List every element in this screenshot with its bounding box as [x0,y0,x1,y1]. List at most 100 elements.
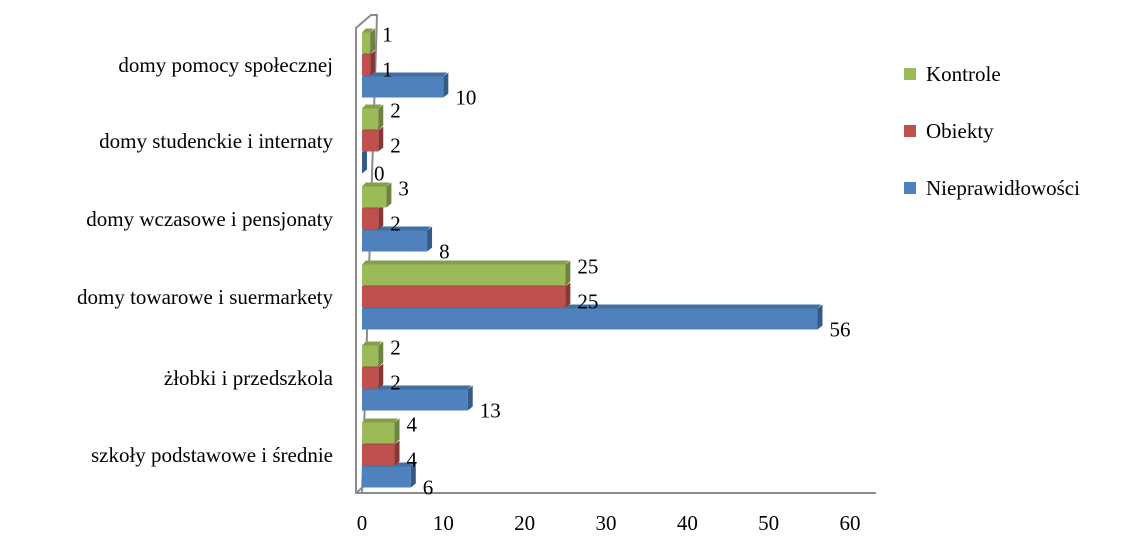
bar-side-face [386,182,392,208]
bar-side-face [427,226,433,252]
data-label: 8 [439,240,450,264]
bar-side-face [378,126,384,152]
data-label: 2 [390,336,401,360]
bars [362,28,823,488]
bar-obiekty [362,440,400,466]
bar-front-face [362,308,818,330]
bar-top-face [362,341,383,346]
x-tick-label: 10 [433,511,454,535]
bar-front-face [362,208,379,230]
legend-label: Kontrole [926,62,1001,86]
bar-side-face [370,28,376,54]
legend-swatch [904,125,916,137]
bar-side-face [378,104,384,130]
bar-kontrole [362,104,384,130]
data-label: 3 [398,177,409,201]
data-label: 2 [390,99,401,123]
y-category-label: domy studenckie i internaty [99,129,333,153]
data-label: 4 [407,448,418,472]
data-label: 2 [390,371,401,395]
bar-side-face [378,341,384,367]
bar-front-face [362,466,411,488]
bar-side-face [817,304,823,330]
bar-kontrole [362,260,571,286]
x-tick-label: 0 [357,511,368,535]
legend-label: Nieprawidłowości [926,176,1080,200]
bar-kontrole [362,341,384,367]
bar-obiekty [362,282,571,308]
y-category-label: szkoły podstawowe i średnie [91,443,333,467]
bar-front-face [362,389,468,411]
x-tick-label: 20 [514,511,535,535]
bar-top-face [362,72,448,77]
legend: Kontrole Obiekty Nieprawidłowości [904,62,1080,200]
bar-front-face [362,32,371,54]
bar-kontrole [362,418,400,444]
bar-kontrole [362,28,376,54]
data-label: 10 [455,86,476,110]
bar-side-face [467,385,473,411]
data-label: 56 [829,318,850,342]
bar-side-face [443,72,449,98]
bar-front-face [362,264,566,286]
data-label: 13 [480,399,501,423]
bar-nieprawid-owo-ci [362,148,367,174]
bar-top-face [362,418,399,423]
bar-side-face [410,462,416,488]
bar-side-face [394,418,400,444]
data-label: 4 [407,413,418,437]
bar-top-face [362,260,570,265]
bar-top-face [362,104,383,109]
bar-nieprawid-owo-ci [362,385,473,411]
bar-nieprawid-owo-ci [362,226,433,252]
bar-top-face [362,182,391,187]
bar-front-face [362,422,395,444]
data-label: 0 [374,162,385,186]
y-category-label: domy wczasowe i pensjonaty [86,207,333,231]
bar-side-face [370,50,376,76]
bar-front-face [362,367,379,389]
bar-front-face [362,108,379,130]
bar-obiekty [362,363,384,389]
bar-front-face [362,54,371,76]
legend-label: Obiekty [926,119,994,143]
bar-obiekty [362,50,376,76]
bar-front-face [362,345,379,367]
x-tick-label: 30 [596,511,617,535]
bar-side-face [565,260,571,286]
legend-swatch [904,68,916,80]
x-tick-label: 60 [840,511,861,535]
data-label: 6 [423,476,434,500]
data-label: 1 [382,23,393,47]
legend-swatch [904,182,916,194]
data-label: 25 [577,290,598,314]
bar-side-face [565,282,571,308]
y-category-label: żłobki i przedszkola [164,366,334,390]
data-label: 2 [390,134,401,158]
bar-front-face [362,230,428,252]
bar-front-face [362,76,444,98]
bar-kontrole [362,182,392,208]
bar-top-face [362,385,472,390]
bar-side-face [394,440,400,466]
bar-side-face [378,204,384,230]
bar-obiekty [362,204,384,230]
y-category-label: domy pomocy społecznej [118,53,333,77]
bar-side-face [378,363,384,389]
y-category-label: domy towarowe i suermarkety [77,285,334,309]
bar-front-face [362,286,566,308]
data-label: 25 [577,255,598,279]
bar-front-face [362,444,395,466]
x-tick-label: 50 [758,511,779,535]
data-label: 1 [382,58,393,82]
data-label: 2 [390,212,401,236]
bar-top-face [362,28,374,33]
x-tick-label: 40 [677,511,698,535]
bar-side-face [362,148,367,174]
bar-nieprawid-owo-ci [362,72,449,98]
bar-obiekty [362,126,384,152]
bar-front-face [362,130,379,152]
bar-front-face [362,186,387,208]
